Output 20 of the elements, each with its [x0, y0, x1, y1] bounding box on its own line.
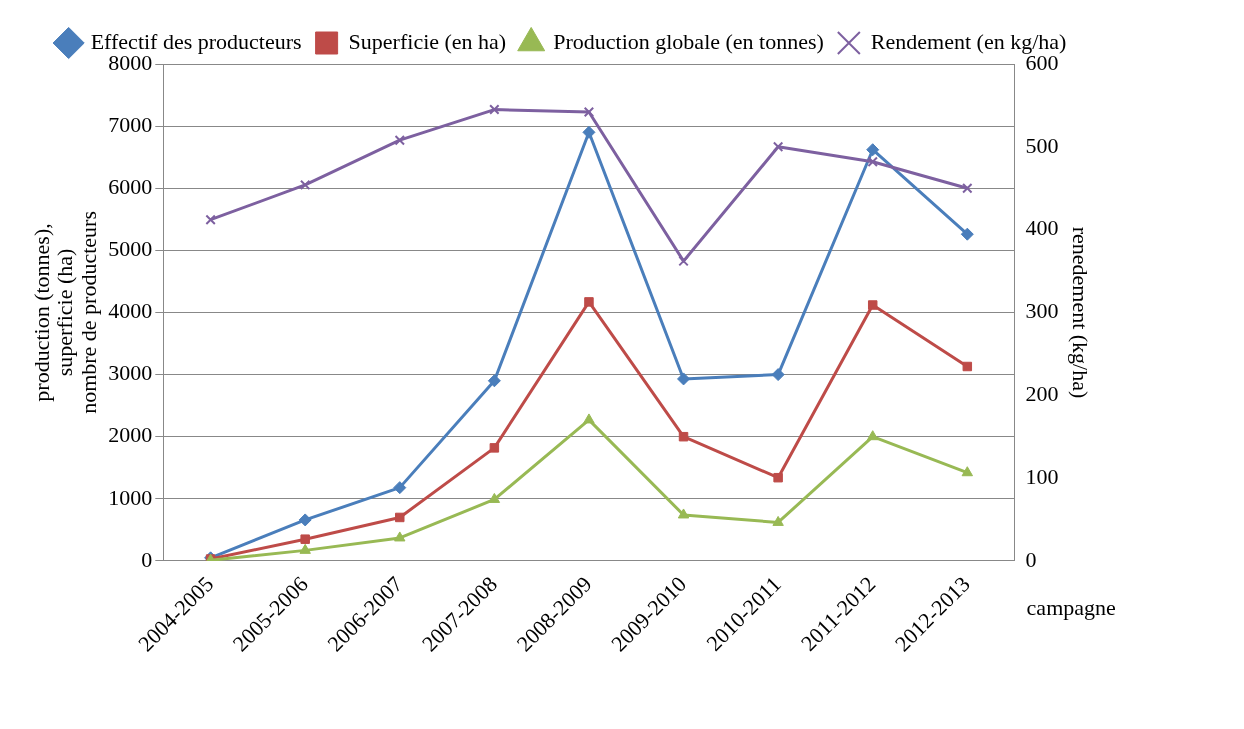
- y2-tick-label: 300: [1025, 298, 1059, 324]
- y-tick-label: 1000: [108, 484, 153, 510]
- y2-tick-label: 500: [1025, 132, 1059, 158]
- y2-tick-label: 100: [1025, 463, 1059, 489]
- y-tick-label: 5000: [108, 236, 153, 262]
- y-axis-title: production (tonnes), superficie (ha) nombre de producteurs: [29, 211, 101, 414]
- y-tick-label: 2000: [108, 422, 153, 448]
- y2-axis-title: renedement (kg/ha): [1068, 226, 1094, 399]
- legend-label: Superficie (en ha): [348, 28, 507, 54]
- y-tick-label: 0: [141, 546, 153, 572]
- y-tick-label: 7000: [108, 111, 153, 137]
- y-tick-label: 6000: [108, 174, 153, 200]
- legend-label: Production globale (en tonnes): [553, 28, 824, 54]
- y2-tick-label: 400: [1025, 215, 1059, 241]
- y2-tick-label: 0: [1025, 546, 1037, 572]
- y-tick-label: 4000: [108, 298, 153, 324]
- legend-label: Rendement (en kg/ha): [870, 28, 1067, 54]
- y-tick-label: 3000: [108, 360, 153, 386]
- y2-tick-label: 200: [1025, 381, 1059, 407]
- x-axis-title: campagne: [1026, 594, 1116, 620]
